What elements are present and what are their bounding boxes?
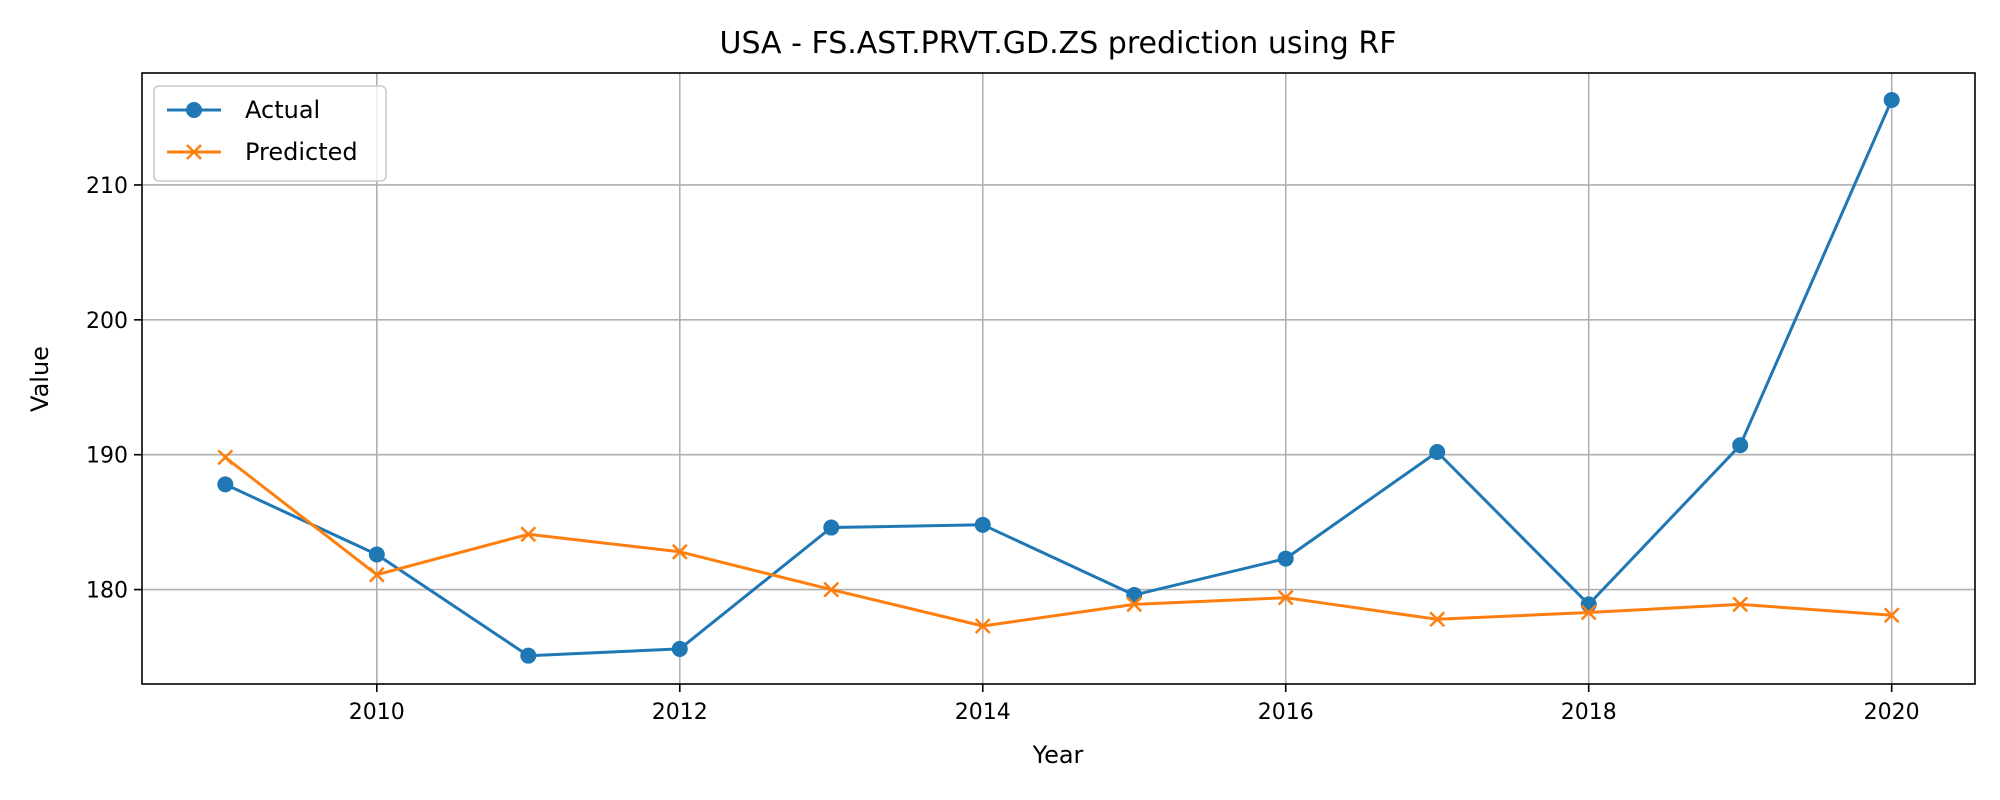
axis-ticks: 2010 2012 2014 2016 2018 2020 180 190 200 210 bbox=[86, 174, 1920, 725]
legend-marker-stroke bbox=[186, 144, 202, 160]
predicted-point-stroke bbox=[368, 566, 385, 583]
actual-point bbox=[520, 647, 537, 664]
predicted-point bbox=[217, 449, 234, 466]
actual-point bbox=[671, 640, 688, 657]
x-tick-label: 2012 bbox=[652, 700, 708, 725]
actual-point bbox=[1580, 596, 1597, 613]
predicted-point-stroke bbox=[1732, 596, 1749, 613]
predicted-point-stroke bbox=[217, 449, 234, 466]
predicted-point bbox=[1126, 596, 1143, 613]
predicted-point bbox=[671, 543, 688, 560]
x-tick-label: 2020 bbox=[1864, 700, 1920, 725]
predicted-point-stroke bbox=[974, 618, 991, 634]
y-tick-label: 200 bbox=[86, 309, 128, 334]
predicted-series-line bbox=[224, 456, 1892, 628]
legend-marker-predicted bbox=[186, 144, 202, 160]
actual-point bbox=[1732, 437, 1749, 454]
predicted-point bbox=[1429, 611, 1446, 628]
predicted-point bbox=[1883, 607, 1900, 624]
actual-point bbox=[823, 519, 840, 536]
predicted-point-stroke bbox=[1883, 607, 1900, 624]
chart-title: USA - FS.AST.PRVT.GD.ZS prediction using… bbox=[719, 26, 1396, 61]
actual-point bbox=[974, 516, 991, 533]
predicted-point bbox=[1732, 596, 1749, 613]
legend: Actual Predicted bbox=[153, 85, 387, 182]
actual-series-line bbox=[224, 99, 1894, 658]
predicted-point bbox=[974, 618, 991, 634]
predicted-point bbox=[368, 566, 385, 583]
x-tick-label: 2016 bbox=[1258, 700, 1314, 725]
x-axis-label: Year bbox=[1032, 741, 1084, 769]
y-tick-label: 210 bbox=[86, 174, 128, 199]
predicted-point-stroke bbox=[1277, 589, 1294, 606]
predicted-point bbox=[1277, 589, 1294, 606]
legend-label-actual: Actual bbox=[245, 96, 320, 124]
actual-point bbox=[1277, 550, 1294, 567]
series-layer bbox=[217, 91, 1900, 664]
legend-label-predicted: Predicted bbox=[245, 138, 358, 166]
y-axis-label: Value bbox=[26, 346, 54, 412]
x-tick-label: 2010 bbox=[349, 700, 405, 725]
predicted-point bbox=[823, 581, 840, 598]
predicted-point bbox=[1580, 604, 1597, 621]
x-tick-label: 2014 bbox=[955, 700, 1011, 725]
actual-point bbox=[1429, 444, 1446, 461]
actual-point bbox=[1883, 91, 1900, 108]
y-tick-label: 180 bbox=[86, 579, 128, 604]
legend-marker-actual bbox=[186, 102, 202, 118]
predicted-point bbox=[520, 526, 537, 543]
actual-point bbox=[217, 476, 234, 493]
x-tick-label: 2018 bbox=[1561, 700, 1617, 725]
actual-point bbox=[368, 546, 385, 563]
predicted-point-stroke bbox=[520, 526, 537, 543]
y-tick-label: 190 bbox=[86, 444, 128, 469]
plot-frame bbox=[141, 72, 1976, 685]
predicted-point-stroke bbox=[671, 543, 688, 560]
predicted-point-stroke bbox=[1580, 604, 1597, 621]
predicted-point-stroke bbox=[823, 581, 840, 598]
grid-lines bbox=[142, 73, 1975, 684]
predicted-point-stroke bbox=[1429, 611, 1446, 628]
predicted-point-stroke bbox=[1126, 596, 1143, 613]
